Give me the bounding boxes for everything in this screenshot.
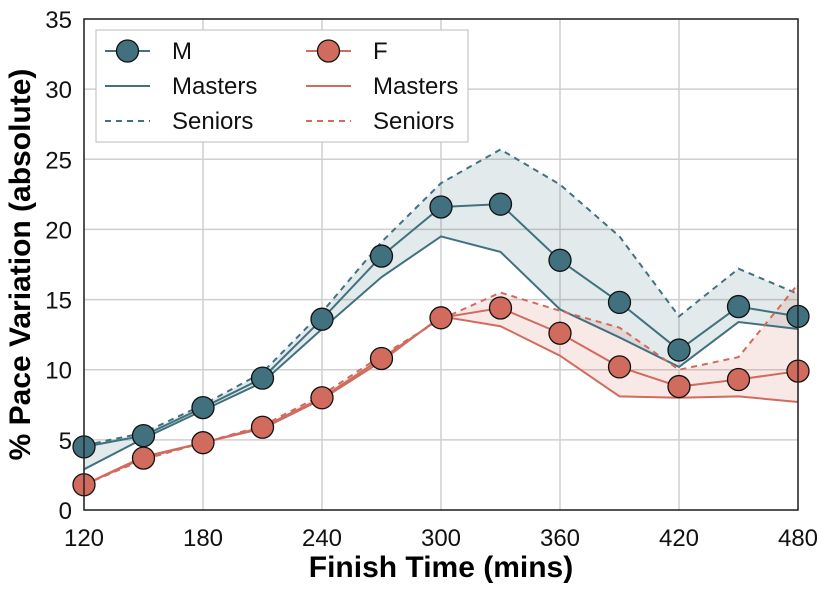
legend-label-m-seniors: Seniors (172, 108, 253, 135)
legend-label-m-masters: Masters (172, 73, 257, 100)
point-m (607, 290, 632, 315)
point-f (250, 415, 275, 439)
point-f (310, 386, 334, 410)
x-tick-label: 120 (64, 525, 104, 552)
x-tick-label: 420 (659, 525, 699, 552)
x-axis-label: Finish Time (mins) (309, 551, 573, 584)
legend-items (105, 39, 351, 122)
legend-label-f-seniors: Seniors (373, 108, 454, 135)
y-tick-label: 5 (59, 428, 72, 455)
range-band-f (84, 284, 798, 485)
y-tick-label: 15 (45, 288, 72, 315)
y-tick-label: 20 (45, 217, 72, 244)
point-m (131, 423, 156, 448)
x-tick-label: 360 (540, 525, 580, 552)
legend-box (95, 29, 469, 143)
y-tick-label: 35 (45, 7, 72, 34)
point-m (548, 248, 572, 272)
point-m (369, 244, 394, 268)
point-m (726, 294, 751, 319)
point-m (429, 195, 453, 219)
legend-label-f: F (373, 38, 388, 65)
legend: M Masters Seniors F Masters Seniors (95, 29, 469, 143)
point-m (191, 395, 215, 420)
point-f (429, 306, 453, 330)
tick-labels: 120 180 240 300 360 420 480 0 5 10 15 20 25 30 35 (45, 7, 818, 552)
point-f (488, 296, 513, 320)
point-f (369, 346, 394, 371)
x-tick-label: 180 (183, 525, 223, 552)
legend-swatch-marker-m (115, 39, 140, 63)
legend-label-m: M (172, 38, 192, 65)
plot-frame (83, 18, 799, 511)
legend-label-f-masters: Masters (373, 73, 458, 100)
x-tick-label: 300 (421, 525, 461, 552)
point-f (548, 321, 572, 345)
y-tick-label: 10 (45, 358, 72, 385)
y-axis-label: % Pace Variation (absolute) (4, 69, 37, 461)
legend-swatch-marker-f (316, 39, 341, 63)
x-tick-label: 480 (778, 525, 818, 552)
point-f (667, 374, 691, 399)
point-m (250, 366, 275, 390)
point-m (488, 192, 513, 216)
point-f (191, 431, 215, 455)
y-tick-label: 30 (45, 77, 72, 104)
y-tick-label: 25 (45, 147, 72, 174)
point-f (726, 367, 751, 392)
point-m (667, 338, 691, 362)
point-f (607, 355, 632, 379)
x-tick-label: 240 (302, 525, 342, 552)
point-f (131, 446, 156, 470)
point-m (310, 307, 334, 331)
y-tick-label: 0 (59, 498, 72, 525)
